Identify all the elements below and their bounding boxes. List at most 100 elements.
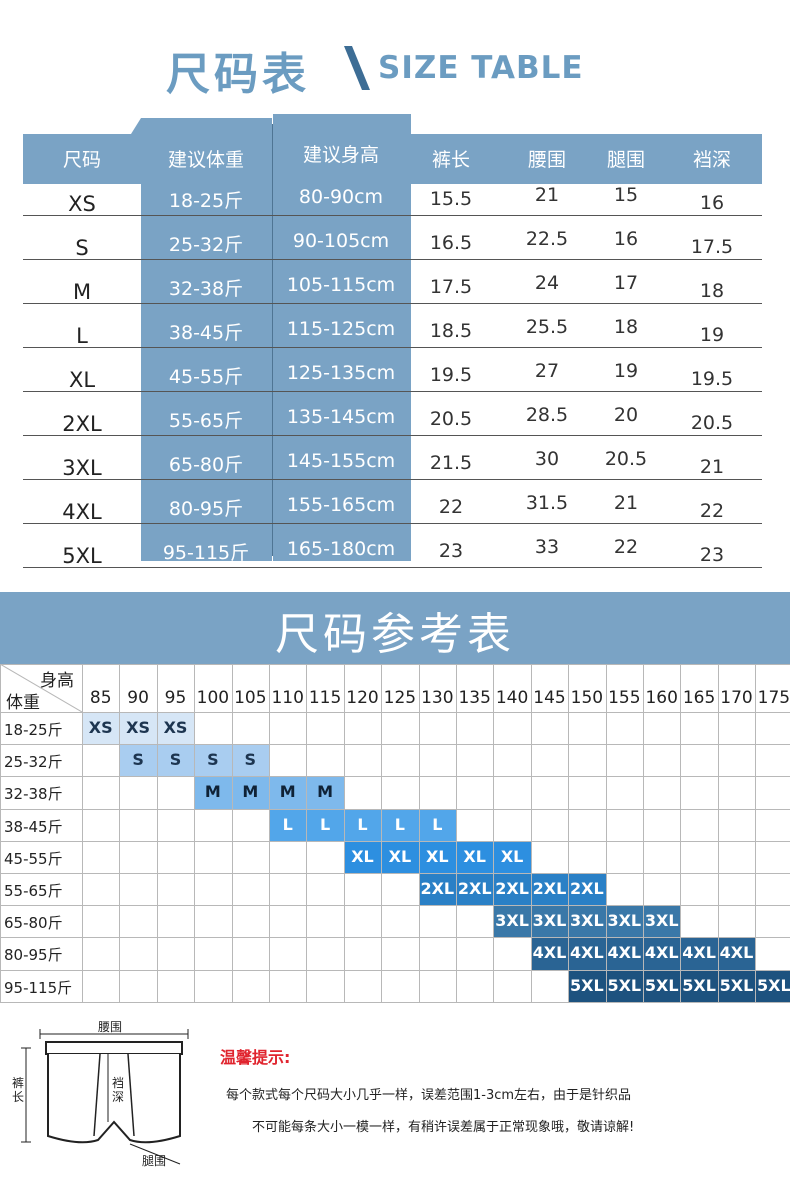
height-header: 100 (196, 688, 230, 708)
grid-row-line (0, 937, 790, 939)
size-band-cell: L (343, 808, 382, 841)
size-band-cell: 5XL (717, 969, 756, 1002)
grid-column-line (269, 664, 270, 1003)
size-table-cell: 17.5 (690, 236, 734, 258)
height-header: 115 (308, 688, 342, 708)
size-table-cell: 18 (699, 280, 725, 302)
size-table-cell: 22 (438, 496, 464, 518)
size-label: M (72, 280, 92, 304)
height-header: 165 (682, 688, 716, 708)
row-divider (23, 435, 762, 436)
height-column-bg (273, 114, 411, 561)
size-table-cell: 20.5 (690, 412, 734, 434)
row-divider (23, 391, 762, 392)
height-cell: 135-145cm (286, 406, 396, 428)
size-band-cell: L (418, 808, 456, 841)
weight-row-label: 55-65斤 (4, 882, 63, 900)
size-table-cell: 31.5 (525, 492, 569, 514)
weight-cell: 32-38斤 (168, 278, 244, 300)
height-header: 130 (421, 688, 454, 708)
corner-diagonal (0, 664, 82, 712)
size-table-cell: 33 (534, 536, 560, 558)
size-table-cell: 21.5 (429, 452, 473, 474)
size-table-cell: 28.5 (525, 404, 569, 426)
size-table-cell: 27 (534, 360, 560, 382)
size-band-cell: S (156, 744, 195, 777)
grid-row-line (0, 840, 790, 842)
size-table-cell: 20.5 (604, 448, 648, 470)
grid-row-line (0, 712, 790, 713)
size-band-cell: XL (381, 840, 419, 873)
size-band-cell: 2XL (530, 873, 569, 906)
grid-column-line (381, 664, 383, 1003)
grid-row-line (0, 873, 790, 874)
grid-column-line (568, 664, 570, 1003)
size-band-cell: XL (418, 840, 456, 873)
grid-column-line (680, 664, 682, 1003)
size-table-header: 裆深 (692, 149, 731, 171)
grid-row-line (0, 744, 790, 746)
weight-row-label: 38-45斤 (4, 817, 63, 836)
height-cell: 115-125cm (286, 318, 396, 340)
size-band-cell: S (231, 744, 269, 777)
corner-weight-label: 体重 (6, 693, 40, 713)
weight-row-label: 18-25斤 (4, 721, 63, 739)
weight-column-bg (141, 118, 272, 561)
size-band-cell: M (269, 776, 307, 809)
size-table-cell: 16 (613, 228, 639, 250)
size-table-header: 建议身高 (302, 144, 379, 166)
size-table-cell: 17.5 (429, 276, 473, 298)
weight-cell: 18-25斤 (168, 190, 244, 212)
size-label: 5XL (62, 544, 102, 568)
grid-row-line (0, 905, 790, 907)
size-table-cell: 18.5 (429, 320, 473, 342)
reference-grid: XS XS XS S S S S M M M M L L L L L XL XL XL XL XL 2XL 2XL 2XL 2X… (0, 664, 790, 1004)
size-table-cell: 21 (699, 456, 725, 478)
size-label: L (76, 324, 88, 348)
size-table-cell: 20 (613, 404, 639, 426)
header-notch (131, 118, 141, 134)
corner-height-label: 身高 (40, 671, 74, 691)
height-header: 135 (458, 688, 491, 708)
size-band-cell: L (381, 808, 419, 841)
grid-row-line (0, 969, 790, 971)
grid-row-line (0, 776, 790, 778)
size-table-cell: 16 (699, 192, 725, 214)
size-band-cell: 3XL (530, 905, 569, 938)
row-divider (23, 215, 762, 216)
size-table-cell: 18 (613, 316, 639, 338)
grid-column-line (82, 664, 83, 1003)
height-cell: 105-115cm (286, 274, 396, 296)
title-chinese: 尺码表 (166, 49, 310, 100)
size-band-cell: M (306, 776, 344, 809)
grid-column-line (717, 664, 719, 1003)
size-label: 3XL (62, 456, 102, 480)
size-band-cell: L (306, 808, 344, 841)
size-band-cell: 5XL (680, 969, 718, 1002)
size-table-cell: 19.5 (690, 368, 734, 390)
size-band-cell: XL (343, 840, 382, 873)
size-band-cell: XS (82, 712, 120, 745)
grid-column-line (231, 664, 233, 1003)
size-band-cell: 5XL (643, 969, 681, 1002)
size-label: XL (68, 368, 96, 392)
size-band-cell: 2XL (418, 873, 456, 906)
size-label: S (75, 236, 89, 260)
size-band-cell: S (194, 744, 232, 777)
weight-row-label: 25-32斤 (4, 753, 63, 772)
height-header: 110 (271, 688, 304, 708)
grid-column-line (530, 664, 532, 1003)
weight-row-label: 80-95斤 (4, 946, 63, 965)
height-cell: 90-105cm (292, 230, 390, 252)
size-table-header: 腰围 (527, 149, 566, 171)
height-header: 85 (89, 688, 112, 708)
size-band-cell: 4XL (680, 937, 718, 970)
row-divider (23, 259, 762, 260)
size-band-cell: 3XL (605, 905, 643, 938)
size-band-cell: 5XL (605, 969, 643, 1002)
size-table-cell: 17 (613, 272, 639, 294)
grid-column-line (156, 664, 158, 1003)
tips-title: 温馨提示: (220, 1048, 291, 1067)
size-table-header: 裤长 (431, 149, 470, 171)
weight-cell: 55-65斤 (168, 410, 244, 432)
